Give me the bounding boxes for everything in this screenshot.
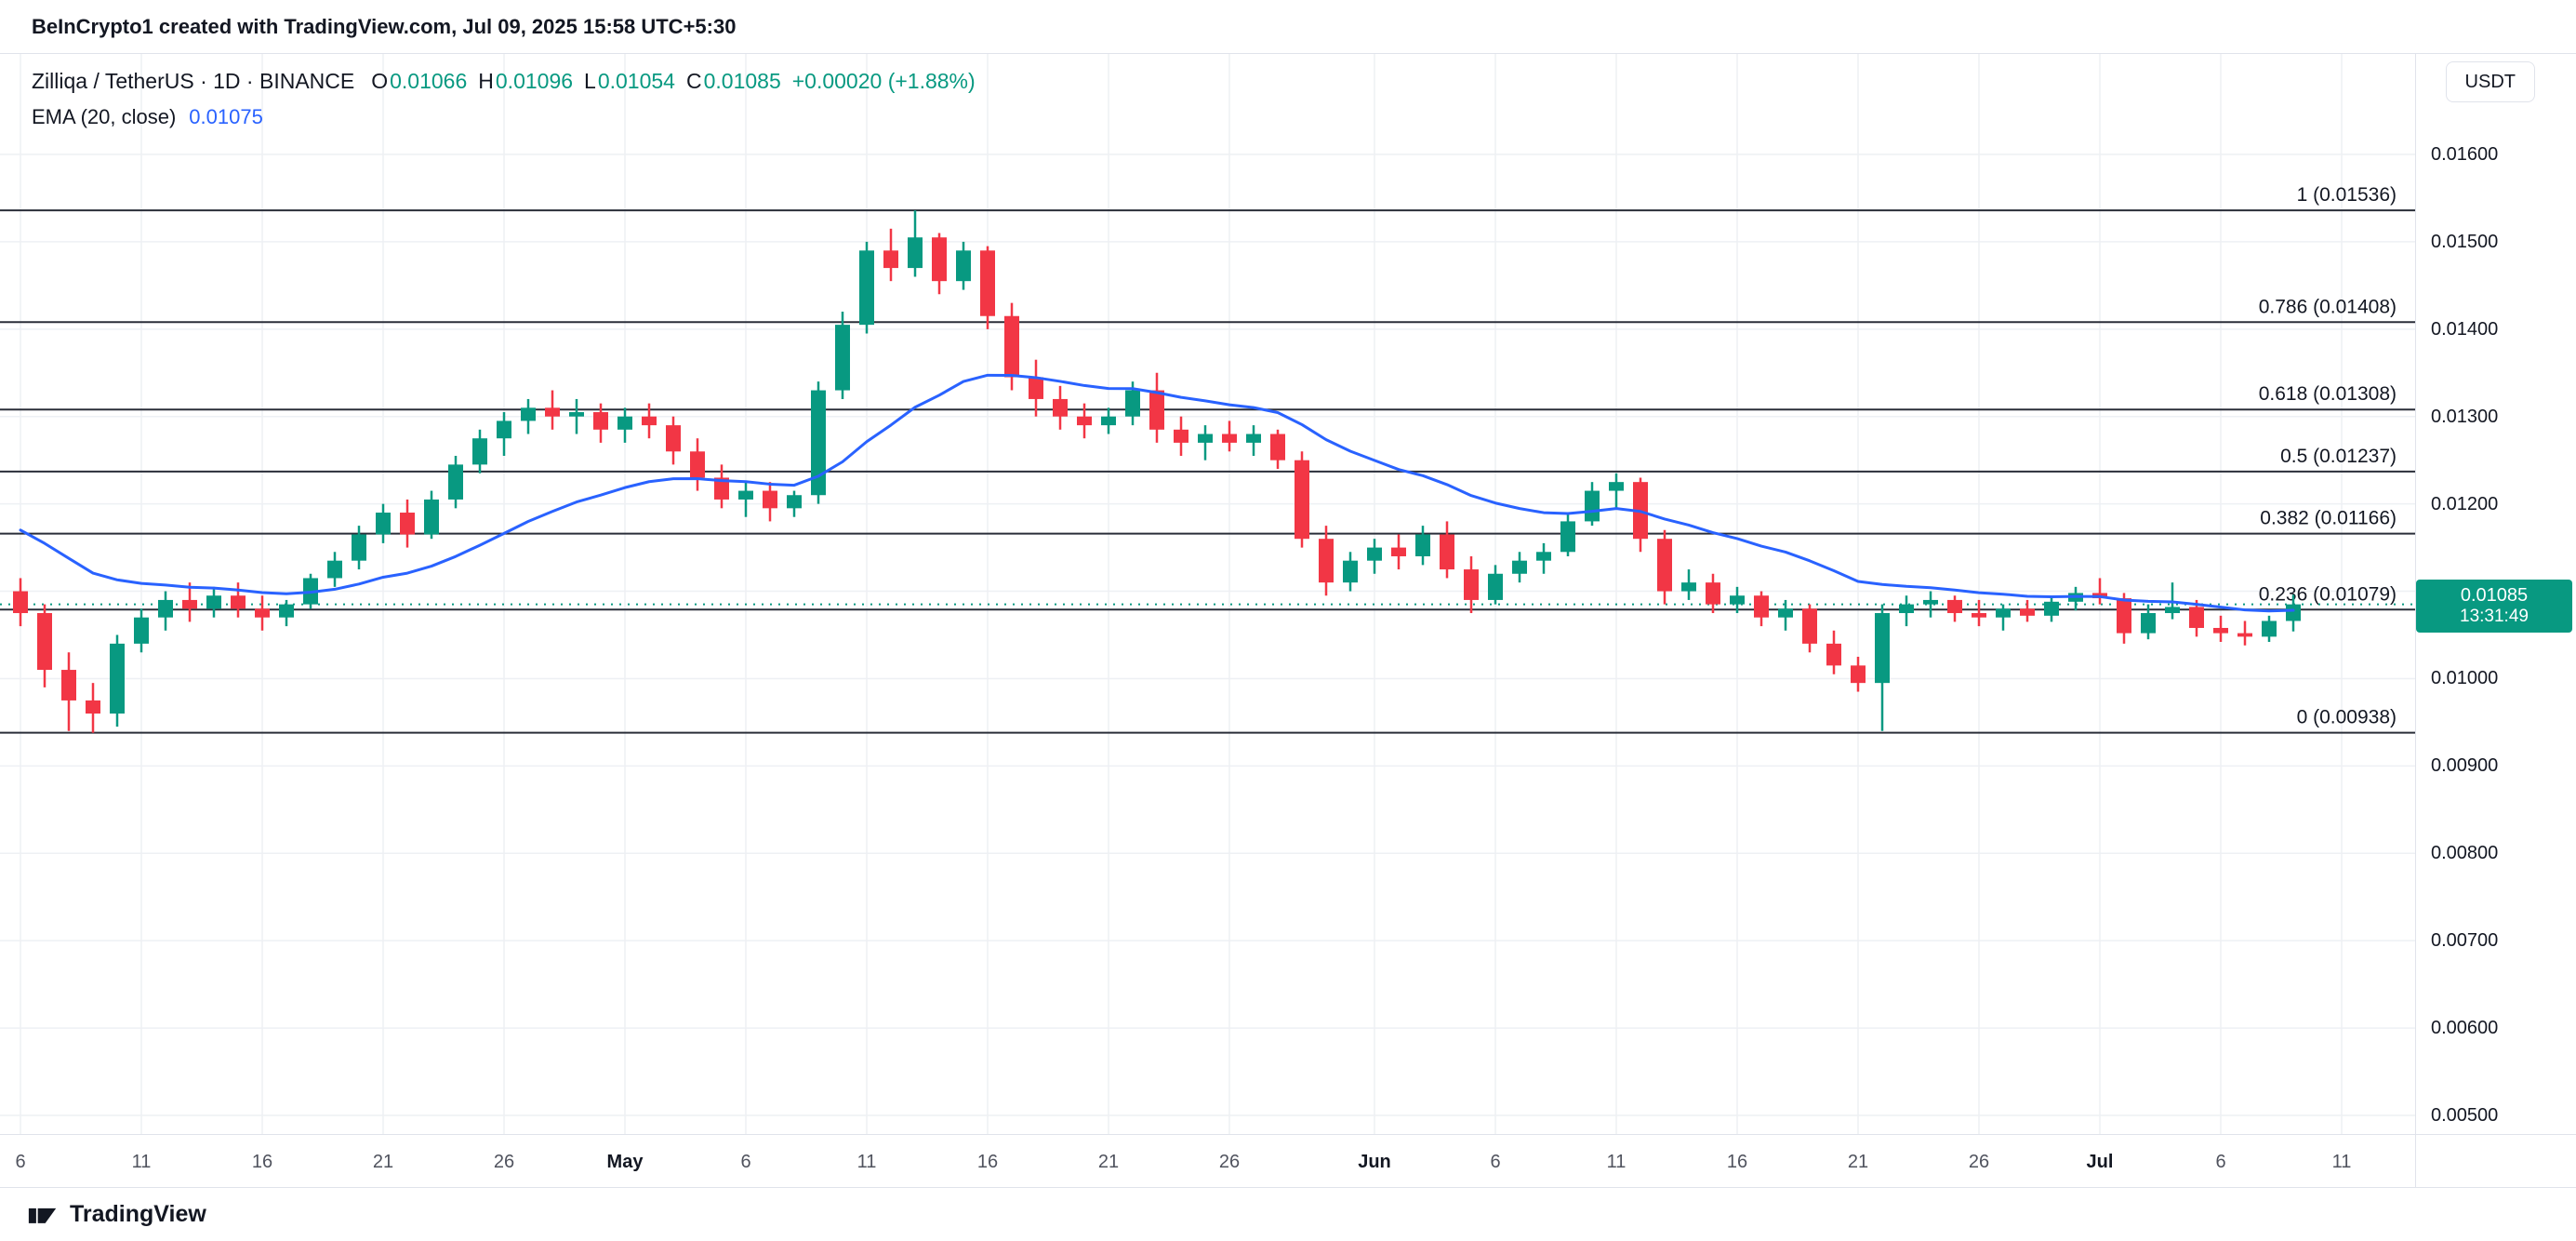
price-axis-label: 0.00500	[2431, 1105, 2499, 1126]
footer-bar: TradingView	[0, 1187, 2576, 1241]
svg-text:21: 21	[1848, 1152, 1868, 1172]
indicator-name[interactable]: EMA (20, close)	[32, 105, 177, 128]
change-value: +0.00020 (+1.88%)	[791, 69, 976, 93]
price-axis-label: 0.01200	[2431, 493, 2499, 514]
high-label: H	[478, 69, 494, 93]
svg-text:0.382 (0.01166): 0.382 (0.01166)	[2260, 508, 2397, 529]
svg-text:0.5 (0.01237): 0.5 (0.01237)	[2280, 446, 2397, 467]
svg-text:6: 6	[2215, 1152, 2225, 1172]
price-axis-label: 0.01500	[2431, 231, 2499, 252]
low-label: L	[584, 69, 596, 93]
close-label: C	[685, 69, 702, 93]
svg-text:11: 11	[1607, 1152, 1627, 1172]
close-value: 0.01085	[703, 69, 781, 93]
svg-text:May: May	[607, 1152, 644, 1172]
symbol-title[interactable]: Zilliqa / TetherUS · 1D · BINANCE	[32, 69, 355, 93]
svg-text:26: 26	[1219, 1152, 1240, 1172]
bar-countdown: 13:31:49	[2460, 606, 2529, 626]
svg-text:0.786 (0.01408): 0.786 (0.01408)	[2259, 296, 2397, 317]
price-axis-label: 0.00700	[2431, 930, 2499, 952]
export-title: BeInCrypto1 created with TradingView.com…	[32, 14, 737, 38]
candlestick-chart[interactable]: 1 (0.01536) 0.786 (0.01408) 0.618 (0.01308…	[0, 54, 2415, 1187]
currency-toggle-button[interactable]: USDT	[2445, 61, 2535, 102]
price-axis-label: 0.00800	[2431, 843, 2499, 864]
price-axis-label: 0.01300	[2431, 406, 2499, 427]
svg-text:1 (0.01536): 1 (0.01536)	[2297, 184, 2397, 206]
price-axis-label: 0.00900	[2431, 755, 2499, 777]
svg-text:Jul: Jul	[2087, 1152, 2114, 1172]
low-value: 0.01054	[597, 69, 675, 93]
tradingview-logo-icon[interactable]	[28, 1202, 58, 1228]
time-axis-separator	[0, 1134, 2576, 1135]
last-price-value: 0.01085	[2460, 584, 2529, 606]
svg-text:21: 21	[373, 1152, 393, 1172]
svg-text:16: 16	[1727, 1152, 1747, 1172]
legend: Zilliqa / TetherUS · 1D · BINANCE O 0.01…	[32, 69, 976, 140]
svg-text:21: 21	[1098, 1152, 1119, 1172]
chart-area[interactable]: 1 (0.01536) 0.786 (0.01408) 0.618 (0.01308…	[0, 54, 2576, 1187]
high-value: 0.01096	[495, 69, 574, 93]
tradingview-brand[interactable]: TradingView	[70, 1201, 206, 1227]
svg-text:11: 11	[857, 1152, 877, 1172]
last-price-badge: 0.01085 13:31:49	[2416, 579, 2572, 633]
svg-text:16: 16	[977, 1152, 998, 1172]
svg-text:6: 6	[1490, 1152, 1500, 1172]
open-value: 0.01066	[390, 69, 468, 93]
price-axis-label: 0.00600	[2431, 1018, 2499, 1039]
svg-text:6: 6	[740, 1152, 750, 1172]
price-axis[interactable]: 0.01085 13:31:49 0.01600 0.01500 0.01400 0.…	[2416, 54, 2576, 1187]
svg-text:0.618 (0.01308): 0.618 (0.01308)	[2259, 383, 2397, 405]
svg-text:26: 26	[494, 1152, 514, 1172]
svg-text:6: 6	[15, 1152, 25, 1172]
svg-text:26: 26	[1969, 1152, 1989, 1172]
svg-text:11: 11	[132, 1152, 152, 1172]
price-axis-label: 0.01600	[2431, 144, 2499, 165]
indicator-value: 0.01075	[189, 105, 263, 128]
price-axis-separator	[2415, 54, 2416, 1187]
svg-text:0 (0.00938): 0 (0.00938)	[2297, 707, 2397, 728]
price-axis-label: 0.01400	[2431, 318, 2499, 340]
svg-text:11: 11	[2332, 1152, 2352, 1172]
svg-text:0.236 (0.01079): 0.236 (0.01079)	[2259, 583, 2397, 605]
svg-text:16: 16	[252, 1152, 272, 1172]
price-axis-label: 0.01000	[2431, 668, 2499, 689]
symbol-row: Zilliqa / TetherUS · 1D · BINANCE O 0.01…	[32, 69, 976, 94]
svg-text:Jun: Jun	[1358, 1152, 1391, 1172]
open-label: O	[371, 69, 389, 93]
export-header-bar: BeInCrypto1 created with TradingView.com…	[0, 0, 2576, 54]
indicator-row: EMA (20, close) 0.01075	[32, 105, 976, 129]
